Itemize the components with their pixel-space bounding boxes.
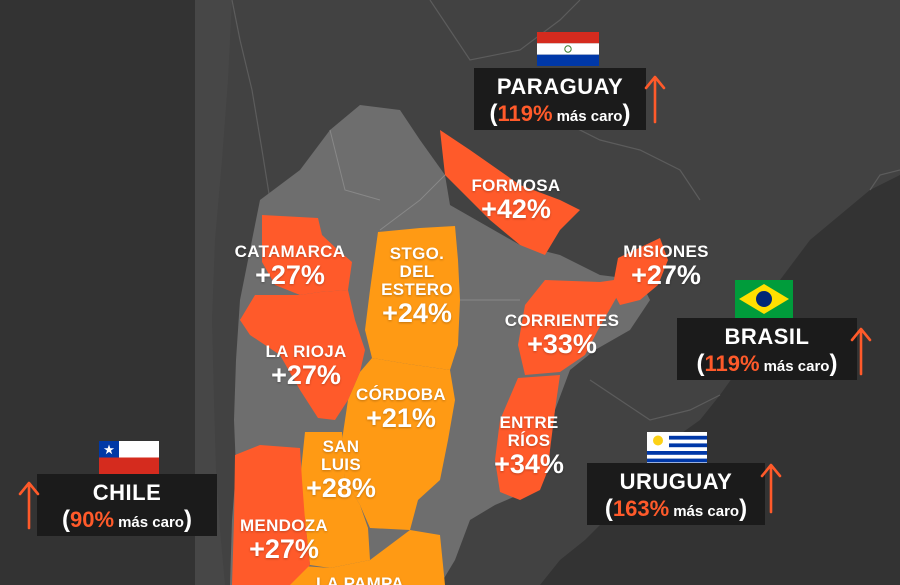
- province-label-la-rioja: LA RIOJA +27%: [256, 342, 356, 390]
- province-label-mendoza: MENDOZA +27%: [228, 516, 340, 564]
- price-change: +42%: [481, 193, 551, 224]
- province-name: CÓRDOBA: [356, 385, 446, 404]
- price-change: +21%: [366, 402, 436, 433]
- price-caption: más caro: [673, 503, 740, 520]
- province-la-rioja: [240, 290, 365, 420]
- province-label-misiones: MISIONES +27%: [610, 242, 722, 290]
- province-name: MISIONES: [623, 242, 709, 261]
- province-name: LA RIOJA: [265, 342, 347, 361]
- province-santiago-del-estero: [365, 226, 460, 370]
- country-name: BRASIL: [724, 324, 810, 349]
- province-san-luis: [300, 432, 370, 568]
- price-caption: más caro: [763, 358, 830, 375]
- price-change: +27%: [255, 259, 325, 290]
- province-name: LA PAMPA: [315, 574, 405, 585]
- price-percent: 119%: [497, 101, 553, 126]
- price-change: +28%: [306, 472, 376, 503]
- up-arrow-icon: [850, 327, 872, 376]
- price-caption: más caro: [118, 514, 184, 531]
- country-borders: [231, 0, 900, 421]
- province-catamarca: [262, 215, 352, 295]
- province-name: MENDOZA: [239, 516, 329, 535]
- province-name: DEL: [399, 261, 435, 281]
- country-name: PARAGUAY: [496, 74, 624, 99]
- country-name: CHILE: [92, 480, 162, 505]
- province-name: LUIS: [321, 454, 361, 474]
- up-arrow-icon: [760, 463, 782, 514]
- country-box-chile: CHILE (90% más caro): [37, 474, 217, 536]
- country-box-brasil: BRASIL (119% más caro): [677, 318, 857, 380]
- province-name: SAN: [322, 437, 360, 456]
- price-comparison-text: (119% más caro): [489, 100, 631, 127]
- brazil-flag: [735, 280, 793, 318]
- province-cordoba: [342, 358, 455, 530]
- country-name: URUGUAY: [619, 469, 733, 494]
- price-comparison-text: (119% más caro): [696, 350, 838, 377]
- province-name: FORMOSA: [471, 176, 561, 195]
- paraguay-flag: [537, 32, 599, 66]
- price-comparison-text: (163% más caro): [604, 495, 748, 522]
- chile-flag: [99, 441, 159, 474]
- province-name: ESTERO: [381, 279, 453, 299]
- province-label-entre-rios: ENTRE RÍOS +34%: [484, 414, 574, 478]
- country-box-uruguay: URUGUAY (163% más caro): [587, 463, 765, 525]
- province-name: ENTRE: [499, 413, 559, 432]
- province-label-cordoba: CÓRDOBA +21%: [346, 385, 456, 433]
- price-change: +24%: [382, 297, 452, 328]
- country-box-paraguay: PARAGUAY (119% más caro): [474, 68, 646, 130]
- price-change: +34%: [494, 448, 564, 479]
- price-comparison-text: (90% más caro): [62, 506, 192, 533]
- province-label-corrientes: CORRIENTES +33%: [496, 311, 628, 359]
- uruguay-flag: [647, 432, 707, 466]
- province-name: RÍOS: [507, 430, 551, 450]
- province-label-la-pampa: LA PAMPA: [300, 575, 420, 585]
- price-percent: 119%: [704, 351, 760, 376]
- chile-land: [195, 0, 232, 585]
- province-name: STGO.: [389, 244, 445, 263]
- province-formosa: [440, 130, 580, 255]
- province-corrientes: [518, 278, 628, 375]
- province-label-santiago-del-estero: STGO. DEL ESTERO +24%: [372, 245, 462, 327]
- up-arrow-icon: [644, 75, 666, 124]
- up-arrow-icon: [18, 481, 40, 530]
- price-percent: 90%: [70, 507, 115, 532]
- price-change: +27%: [271, 359, 341, 390]
- price-change: +33%: [527, 328, 597, 359]
- province-label-san-luis: SAN LUIS +28%: [296, 438, 386, 502]
- price-caption: más caro: [556, 108, 623, 125]
- province-la-pampa: [290, 530, 445, 585]
- province-name: CORRIENTES: [504, 311, 620, 330]
- province-entre-rios: [495, 375, 560, 500]
- province-misiones: [612, 238, 668, 305]
- price-change: +27%: [249, 533, 319, 564]
- province-mendoza: [232, 445, 310, 585]
- province-label-formosa: FORMOSA +42%: [462, 176, 570, 224]
- price-change: +27%: [631, 259, 701, 290]
- province-name: CATAMARCA: [234, 242, 346, 261]
- province-label-catamarca: CATAMARCA +27%: [228, 242, 352, 290]
- price-percent: 163%: [612, 496, 670, 521]
